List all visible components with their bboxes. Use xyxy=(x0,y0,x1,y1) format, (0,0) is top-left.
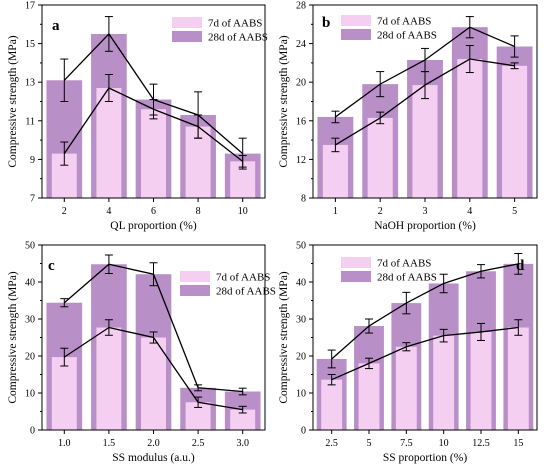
chart-panel-a: 7 9 11 13 15 17 2 4 6 8 10 QL proportion (%) Compres… xyxy=(7,1,268,233)
y-tick-label: 7 xyxy=(30,194,35,205)
x-tick-label: 5 xyxy=(367,438,372,449)
y-tick-label: 10 xyxy=(25,389,35,400)
bar-7d xyxy=(141,109,166,198)
panel-letter: d xyxy=(516,258,525,274)
y-axis-label: Compressive strength (MPa) xyxy=(278,35,290,167)
legend-swatch-7d xyxy=(172,17,202,28)
bar-7d xyxy=(502,65,528,198)
legend-swatch-7d xyxy=(341,257,371,268)
x-tick-label: 10 xyxy=(238,206,248,217)
x-axis-label: QL proportion (%) xyxy=(110,220,197,232)
line-28d xyxy=(331,263,519,360)
y-axis-label: Compressive strength (MPa) xyxy=(278,271,290,403)
y-tick-label: 15 xyxy=(25,39,35,50)
x-tick-label: 4 xyxy=(106,206,111,217)
x-tick-label: 3.0 xyxy=(236,438,249,449)
bar-7d xyxy=(230,409,256,430)
bar-7d xyxy=(51,357,77,430)
y-axis-label: Compressive strength (MPa) xyxy=(7,271,19,403)
legend-swatch-7d xyxy=(341,15,371,26)
x-tick-label: 1 xyxy=(333,206,338,217)
x-axis-label: SS modulus (a.u.) xyxy=(112,452,195,464)
legend-label: 7d of AABS xyxy=(377,16,431,28)
x-tick-label: 5 xyxy=(512,206,517,217)
legend-swatch-7d xyxy=(180,271,210,282)
legend-label: 28d of AABS xyxy=(216,286,276,298)
bar-7d xyxy=(433,335,455,430)
y-tick-label: 30 xyxy=(296,315,306,326)
y-tick-label: 24 xyxy=(296,39,306,50)
bar-7d xyxy=(507,327,529,430)
y-axis-label: Compressive strength (MPa) xyxy=(7,35,19,167)
y-tick-label: 40 xyxy=(25,278,35,289)
y-tick-label: 11 xyxy=(25,116,35,127)
y-tick-label: 20 xyxy=(296,352,306,363)
chart-panel-d: 0 10 20 30 40 50 2.5 5 7.5 10 12.5 15 SS proportion … xyxy=(278,241,538,464)
y-tick-label: 10 xyxy=(296,389,306,400)
y-tick-label: 20 xyxy=(25,352,35,363)
y-tick-label: 17 xyxy=(25,1,35,12)
line-7d xyxy=(331,326,519,381)
legend-label: 28d of AABS xyxy=(208,32,268,44)
bar-7d xyxy=(367,117,393,198)
legend-label: 7d of AABS xyxy=(377,258,431,270)
legend-swatch-28d xyxy=(172,31,202,42)
legend-label: 7d of AABS xyxy=(216,272,270,284)
x-tick-label: 6 xyxy=(151,206,156,217)
bar-7d xyxy=(412,85,438,198)
bar-7d xyxy=(457,59,483,198)
x-tick-label: 2.5 xyxy=(192,438,205,449)
x-tick-label: 7.5 xyxy=(400,438,413,449)
bar-7d xyxy=(141,337,166,430)
bar-7d xyxy=(321,379,343,430)
legend-label: 28d of AABS xyxy=(377,30,437,42)
y-tick-label: 8 xyxy=(301,194,306,205)
y-tick-label: 50 xyxy=(25,241,35,252)
panel-letter: c xyxy=(48,258,55,274)
legend-swatch-28d xyxy=(180,285,210,296)
x-tick-label: 2.0 xyxy=(147,438,160,449)
y-tick-label: 40 xyxy=(296,278,306,289)
x-tick-label: 12.5 xyxy=(472,438,490,449)
chart-panel-c: 0 10 20 30 40 50 1.0 1.5 2.0 2.5 3.0 SS modulus (a.… xyxy=(7,241,276,465)
x-tick-label: 1.5 xyxy=(103,438,116,449)
panel-letter: b xyxy=(322,15,330,31)
x-tick-label: 2 xyxy=(62,206,67,217)
x-tick-label: 2 xyxy=(378,206,383,217)
bar-7d xyxy=(322,144,348,198)
legend-label: 28d of AABS xyxy=(377,272,437,284)
y-tick-label: 13 xyxy=(25,78,35,89)
legend-label: 7d of AABS xyxy=(208,18,262,30)
y-tick-label: 30 xyxy=(25,315,35,326)
bar-7d xyxy=(96,87,122,198)
y-tick-label: 0 xyxy=(301,426,306,437)
x-tick-label: 8 xyxy=(196,206,201,217)
y-tick-label: 0 xyxy=(30,426,35,437)
y-tick-label: 16 xyxy=(296,116,306,127)
y-tick-label: 9 xyxy=(30,155,35,166)
x-tick-label: 4 xyxy=(467,206,472,217)
legend-swatch-28d xyxy=(341,271,371,282)
y-tick-label: 28 xyxy=(296,1,306,12)
panel-letter: a xyxy=(52,18,60,34)
x-tick-label: 3 xyxy=(423,206,428,217)
bar-7d xyxy=(96,327,122,430)
bar-7d xyxy=(395,346,417,430)
y-tick-label: 20 xyxy=(296,78,306,89)
x-axis-label: SS proportion (%) xyxy=(383,452,468,464)
y-tick-label: 12 xyxy=(296,155,306,166)
bar-7d xyxy=(470,331,492,430)
x-tick-label: 1.0 xyxy=(58,438,71,449)
legend-swatch-28d xyxy=(341,29,371,40)
x-tick-label: 2.5 xyxy=(325,438,338,449)
x-tick-label: 10 xyxy=(439,438,449,449)
y-tick-label: 50 xyxy=(296,241,306,252)
bar-7d xyxy=(358,363,380,430)
x-tick-label: 15 xyxy=(513,438,523,449)
x-axis-label: NaOH proportion (%) xyxy=(374,220,476,232)
